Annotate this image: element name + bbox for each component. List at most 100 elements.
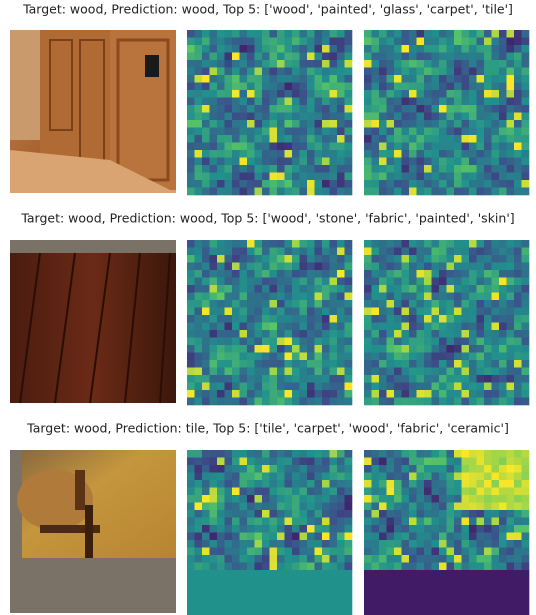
heat-cell	[521, 255, 530, 263]
heat-cell	[292, 240, 300, 248]
heat-cell	[314, 510, 323, 518]
heat-cell	[521, 592, 530, 601]
heat-cell	[379, 330, 387, 338]
heat-cell	[499, 307, 507, 316]
heat-cell	[461, 307, 470, 316]
heat-cell	[232, 367, 240, 376]
heat-cell	[521, 330, 530, 338]
heat-cell	[416, 570, 425, 578]
heat-cell	[187, 112, 195, 121]
heat-cell	[469, 517, 477, 526]
heat-cell	[409, 150, 417, 158]
heat-cell	[262, 172, 270, 181]
heat-cell	[469, 472, 477, 481]
heat-cell	[262, 60, 270, 68]
heat-cell	[314, 547, 323, 556]
heat-cell	[476, 52, 485, 61]
heat-cell	[424, 322, 432, 331]
heat-cell	[446, 255, 455, 263]
heat-cell	[247, 30, 255, 38]
heat-cell	[476, 307, 485, 316]
heat-cell	[322, 90, 330, 98]
heat-cell	[506, 607, 515, 615]
heat-cell	[232, 480, 240, 488]
heat-cell	[401, 382, 410, 391]
heat-cell	[454, 532, 462, 541]
heat-cell	[454, 600, 462, 608]
heat-cell	[232, 390, 240, 398]
heat-cell	[344, 292, 353, 301]
heat-cell	[202, 127, 210, 136]
heat-cell	[499, 82, 507, 91]
heat-cell	[217, 187, 225, 196]
heat-cell	[344, 112, 353, 121]
heat-cell	[329, 52, 338, 61]
heat-cell	[292, 570, 300, 578]
heat-cell	[232, 517, 240, 526]
heat-cell	[454, 570, 462, 578]
heat-cell	[224, 577, 233, 586]
heat-cell	[217, 277, 225, 286]
heat-cell	[521, 540, 530, 548]
heat-cell	[344, 82, 353, 91]
heat-cell	[217, 510, 225, 518]
heat-cell	[379, 60, 387, 68]
heat-cell	[454, 495, 462, 503]
heat-cell	[514, 510, 522, 518]
heat-cell	[344, 97, 353, 106]
row-title: Target: wood, Prediction: wood, Top 5: […	[22, 2, 513, 17]
heat-cell	[232, 52, 240, 61]
heat-cell	[187, 262, 195, 271]
heat-cell	[364, 150, 372, 158]
heat-cell	[254, 300, 263, 308]
heat-cell	[232, 82, 240, 91]
heat-cell	[217, 517, 225, 526]
heat-cell	[209, 150, 218, 158]
heat-cell	[322, 105, 330, 113]
heat-cell	[416, 555, 425, 563]
heat-cell	[476, 555, 485, 563]
heat-cell	[409, 157, 417, 166]
heat-cell	[424, 547, 432, 556]
heat-cell	[307, 382, 315, 391]
heat-cell	[401, 105, 410, 113]
heat-cell	[247, 375, 255, 383]
heat-cell	[217, 472, 225, 481]
heat-cell	[209, 487, 218, 496]
heat-cell	[371, 330, 380, 338]
heat-cell	[484, 82, 492, 91]
heat-cell	[484, 165, 492, 173]
heat-cell	[371, 472, 380, 481]
heat-cell	[409, 262, 417, 271]
heat-cell	[409, 562, 417, 571]
heat-cell	[299, 562, 308, 571]
heat-cell	[484, 352, 492, 361]
heat-cell	[329, 37, 338, 46]
heat-cell	[224, 45, 233, 53]
heat-cell	[269, 540, 278, 548]
heat-cell	[224, 322, 233, 331]
heat-cell	[292, 270, 300, 278]
heat-cell	[209, 472, 218, 481]
heat-cell	[431, 157, 440, 166]
heat-cell	[431, 75, 440, 83]
heat-cell	[424, 187, 432, 196]
heat-cell	[322, 382, 330, 391]
heat-cell	[514, 270, 522, 278]
heat-cell	[514, 570, 522, 578]
heat-cell	[514, 292, 522, 301]
heat-cell	[469, 570, 477, 578]
heat-cell	[329, 525, 338, 533]
heat-cell	[506, 352, 515, 361]
heat-cell	[379, 570, 387, 578]
heat-cell	[307, 180, 315, 188]
heat-cell	[424, 502, 432, 511]
heat-cell	[284, 30, 293, 38]
heat-cell	[337, 52, 345, 61]
heat-cell	[484, 315, 492, 323]
heat-cell	[499, 270, 507, 278]
heat-cell	[514, 112, 522, 121]
heat-cell	[307, 397, 315, 406]
heat-cell	[514, 360, 522, 368]
heat-cell	[469, 585, 477, 593]
